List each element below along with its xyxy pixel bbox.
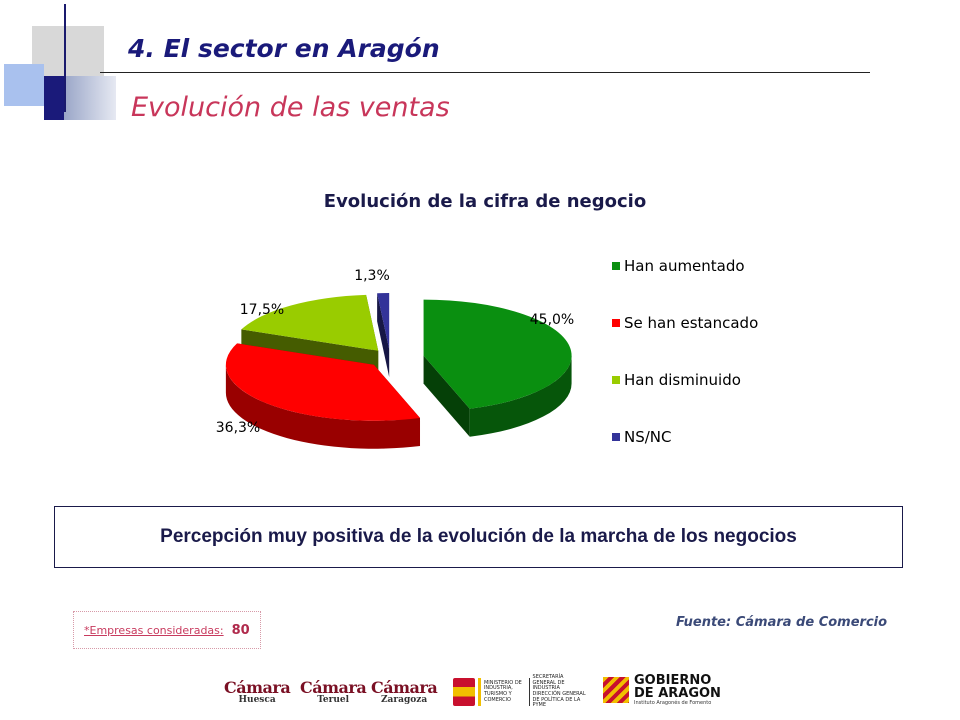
legend-label-1: Se han estancado: [624, 314, 758, 332]
ministry-directorate: DIRECCIÓN GENERAL DE POLÍTICA DE LA PYME: [532, 691, 586, 709]
page-subtitle: Evolución de las ventas: [131, 92, 450, 123]
gobierno-line3: Instituto Aragonés de Fomento: [634, 700, 712, 706]
pie-slice-top: [241, 294, 379, 351]
logo-camara-zaragoza: Cámara Zaragoza: [371, 678, 438, 705]
logo-city: Huesca: [238, 695, 276, 705]
source-note: Fuente: Cámara de Comercio: [676, 615, 888, 630]
legend-label-2: Han disminuido: [624, 371, 741, 389]
pie-slice-wall: [377, 293, 390, 378]
ministry-secretariat: SECRETARÍA GENERAL DE INDUSTRIA: [532, 674, 565, 692]
legend-swatch-3: [612, 433, 620, 441]
pie-slice-wall: [423, 355, 470, 437]
divider: [528, 678, 530, 706]
sample-note-value: 80: [231, 622, 250, 638]
pie-slice-top: [423, 299, 572, 409]
legend-label-3: NS/NC: [624, 428, 672, 446]
conclusion-callout: Percepción muy positiva de la evolución …: [54, 506, 903, 568]
header-decoration: [32, 26, 104, 76]
header-decoration: [44, 76, 64, 120]
header-rule: [100, 72, 870, 73]
logo-brand: Cámara: [224, 678, 291, 697]
pie-slice-3: [377, 293, 390, 378]
sample-note: *Empresas consideradas: 80: [73, 611, 261, 649]
aragon-flag-icon: [603, 677, 629, 703]
logo-city: Teruel: [317, 695, 350, 705]
data-label-2: 17,5%: [240, 302, 284, 318]
pie-slice-top: [377, 293, 390, 350]
legend-swatch-1: [612, 319, 620, 327]
pie-slice-0: [423, 299, 572, 437]
ministry-name: MINISTERIO DE INDUSTRIA, TURISMO Y COMER…: [483, 679, 522, 703]
sample-note-label: *Empresas consideradas:: [84, 623, 224, 637]
header-decoration: [4, 64, 44, 106]
header-decoration: [64, 76, 116, 120]
logo-brand: Cámara: [300, 678, 367, 697]
pie-slice-1: [225, 343, 421, 449]
data-label-3: 1,3%: [354, 268, 390, 284]
logo-camara-huesca: Cámara Huesca: [224, 678, 291, 705]
legend-swatch-0: [612, 262, 620, 270]
chart-title: Evolución de la cifra de negocio: [323, 191, 647, 212]
data-label-1: 36,3%: [216, 420, 260, 436]
page-title: 4. El sector en Aragón: [128, 34, 440, 63]
logo-ministerio: MINISTERIO DE INDUSTRIA, TURISMO Y COMER…: [453, 674, 588, 709]
pie-slice-top: [225, 343, 421, 421]
data-label-0: 45,0%: [530, 312, 574, 328]
logo-brand: Cámara: [371, 678, 438, 697]
logo-gobierno-aragon: GOBIERNO DE ARAGON Instituto Aragonés de…: [603, 674, 721, 706]
pie-slice-side: [469, 355, 572, 437]
pie-slice-side: [225, 364, 421, 449]
header-rule-vertical: [64, 4, 66, 112]
coat-of-arms-icon: [453, 678, 476, 706]
legend-swatch-2: [612, 376, 620, 384]
gobierno-line1: GOBIERNO: [634, 673, 712, 688]
pie-chart: 45,0% 36,3% 17,5% 1,3% Han aumentado Se han …: [216, 257, 758, 449]
gobierno-line2: DE ARAGON: [634, 686, 721, 701]
legend-label-0: Han aumentado: [624, 257, 745, 275]
logo-city: Zaragoza: [380, 695, 428, 705]
divider: [478, 678, 481, 706]
logo-camara-teruel: Cámara Teruel: [300, 678, 367, 705]
